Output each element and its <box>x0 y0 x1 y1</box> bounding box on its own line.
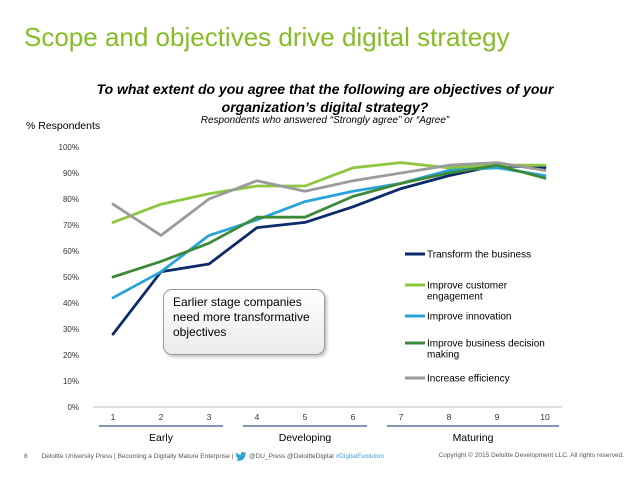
callout-box: Earlier stage companies need more transf… <box>163 289 325 355</box>
twitter-icon <box>235 452 247 461</box>
x-tick-label: 10 <box>540 412 550 422</box>
legend-label: Improve innovation <box>427 312 512 323</box>
y-tick-label: 100% <box>59 143 79 152</box>
y-tick-label: 70% <box>63 221 79 230</box>
x-tick-label: 9 <box>495 412 500 422</box>
x-tick-label: 5 <box>303 412 308 422</box>
stage-label: Maturing <box>453 432 494 444</box>
footer-handles: @DU_Press @DeloitteDigital <box>249 453 334 461</box>
legend-label: Improve customer engagement <box>427 281 508 303</box>
series-line <box>111 161 547 224</box>
x-tick-label: 1 <box>111 412 116 422</box>
x-tick-label: 2 <box>159 412 164 422</box>
y-tick-label: 10% <box>63 377 79 386</box>
page-number: 8 <box>24 453 28 461</box>
y-tick-label: 30% <box>63 325 79 334</box>
legend-label: Improve business decision making <box>427 339 545 361</box>
series-line <box>111 161 547 237</box>
series-line <box>111 163 547 279</box>
y-tick-label: 40% <box>63 299 79 308</box>
legend-label: Increase efficiency <box>427 374 510 385</box>
y-tick-label: 50% <box>63 273 79 282</box>
x-tick-label: 3 <box>207 412 212 422</box>
footer-hashtag: #DigitalEvolution <box>335 453 384 461</box>
y-tick-label: 90% <box>63 169 79 178</box>
survey-question: To what extent do you agree that the fol… <box>96 81 554 115</box>
y-tick-label: 60% <box>63 247 79 256</box>
x-tick-label: 6 <box>351 412 356 422</box>
x-tick-label: 8 <box>447 412 452 422</box>
footer-copyright: Copyright © 2015 Deloitte Development LL… <box>438 452 624 459</box>
footer-source: Deloitte University Press | Becoming a D… <box>41 453 234 461</box>
y-tick-label: 80% <box>63 195 79 204</box>
slide-title: Scope and objectives drive digital strat… <box>24 22 510 52</box>
legend-label: Transform the business <box>427 250 531 261</box>
y-tick-label: 20% <box>63 351 79 360</box>
y-tick-label: 0% <box>67 403 79 412</box>
y-axis-label: % Respondents <box>26 120 101 132</box>
stage-label: Developing <box>279 432 332 444</box>
stage-label: Early <box>149 432 174 444</box>
x-tick-label: 4 <box>255 412 260 422</box>
footer: 8 Deloitte University Press | Becoming a… <box>24 452 624 461</box>
x-tick-label: 7 <box>399 412 404 422</box>
survey-subquestion: Respondents who answered “Strongly agree… <box>200 115 450 126</box>
